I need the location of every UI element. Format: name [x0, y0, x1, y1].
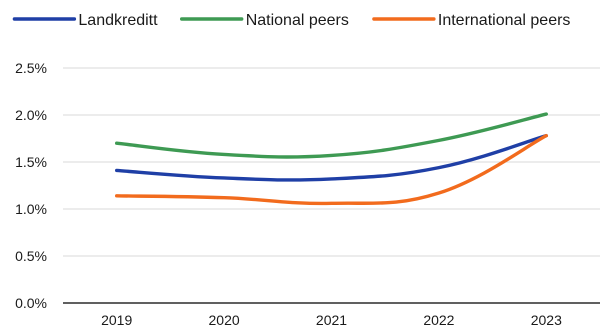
x-tick-label: 2023 — [531, 312, 562, 328]
series-line-landkreditt — [115, 133, 548, 182]
x-tick-label: 2019 — [101, 312, 132, 328]
legend-label: National peers — [246, 12, 349, 29]
x-axis-ticks: 2019 2020 2021 2022 2023 — [101, 312, 562, 328]
x-tick-label: 2022 — [423, 312, 454, 328]
gridlines — [63, 67, 600, 304]
legend-item-national-peers: National peers — [179, 12, 349, 29]
y-tick-label: 0.0% — [15, 295, 47, 311]
series-line-international-peers — [115, 133, 548, 206]
legend-label: Landkreditt — [78, 12, 158, 29]
y-tick-label: 0.5% — [15, 248, 47, 264]
y-axis-ticks: 0.0% 0.5% 1.0% 1.5% 2.0% 2.5% — [15, 60, 47, 311]
x-tick-label: 2021 — [316, 312, 347, 328]
legend-item-landkreditt: Landkreditt — [12, 12, 158, 29]
series-line-national-peers — [115, 112, 548, 159]
y-tick-label: 1.0% — [15, 201, 47, 217]
y-tick-label: 1.5% — [15, 154, 47, 170]
x-tick-label: 2020 — [209, 312, 240, 328]
y-tick-label: 2.0% — [15, 107, 47, 123]
legend-item-international-peers: International peers — [372, 12, 571, 29]
series-lines — [115, 112, 548, 206]
legend-label: International peers — [438, 12, 571, 29]
y-tick-label: 2.5% — [15, 60, 47, 76]
legend: Landkreditt National peers International p… — [12, 12, 571, 29]
